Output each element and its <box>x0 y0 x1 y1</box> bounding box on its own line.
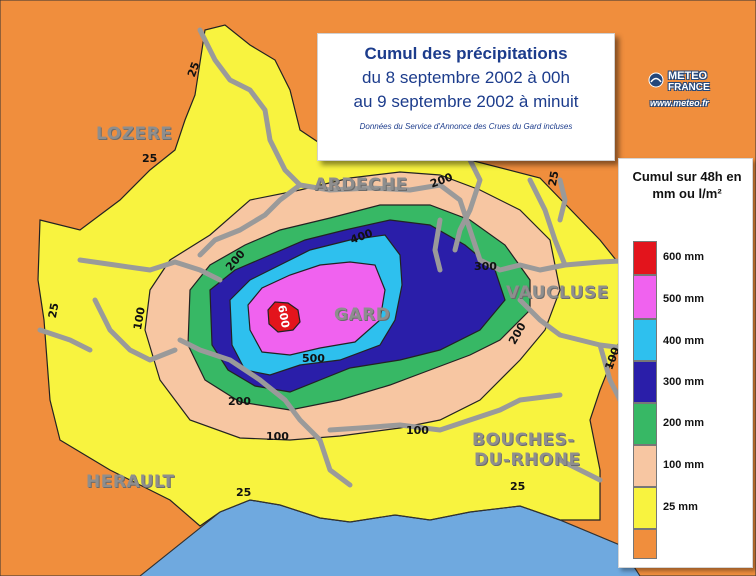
title-source-note: Données du Service d'Annonce des Crues d… <box>359 122 573 131</box>
meteo-france-logo-icon <box>648 72 664 88</box>
isohyet-label-500: 500 <box>302 352 325 365</box>
isohyet-label-100: 100 <box>406 424 429 437</box>
legend-swatch-500mm <box>633 275 657 319</box>
meteo-france-brand: METEO FRANCE www.meteo.fr <box>648 70 748 116</box>
legend-label-400mm: 400 mm <box>663 335 704 347</box>
coastline <box>139 499 641 576</box>
legend-swatch-300mm <box>633 361 657 403</box>
band-600mm <box>267 301 301 333</box>
isohyet-label-200: 200 <box>228 395 251 408</box>
isohyet-label-25: 25 <box>545 169 562 188</box>
title-box: Cumul des précipitations du 8 septembre … <box>317 33 615 161</box>
legend-label-200mm: 200 mm <box>663 417 704 429</box>
isohyet-label-25: 25 <box>45 301 62 320</box>
title-date-start: du 8 septembre 2002 à 00h <box>362 68 570 87</box>
legend-swatch-25mm <box>633 487 657 529</box>
dept-label-herault: HERAULT <box>86 472 175 492</box>
legend-label-300mm: 300 mm <box>663 376 704 388</box>
legend-label-25mm: 25 mm <box>663 501 698 513</box>
dept-label-ardeche: ARDECHE <box>314 175 408 195</box>
brand-url: www.meteo.fr <box>650 98 709 108</box>
isohyet-label-25: 25 <box>510 480 526 493</box>
title-date-end: au 9 septembre 2002 à minuit <box>353 92 579 111</box>
legend-swatch-600mm <box>633 241 657 275</box>
legend-label-600mm: 600 mm <box>663 251 704 263</box>
dept-label-lozere: LOZERE <box>96 124 173 144</box>
legend-swatch-200mm <box>633 403 657 445</box>
department-borders <box>37 27 643 488</box>
title-main: Cumul des précipitations <box>364 44 568 63</box>
isohyet-label-300: 300 <box>474 260 497 273</box>
legend-swatch-400mm <box>633 319 657 361</box>
legend: Cumul sur 48h en mm ou l/m² 600 mm 500 m… <box>618 158 753 568</box>
brand-name-line2: FRANCE <box>668 82 710 93</box>
legend-swatch-100mm <box>633 445 657 487</box>
dept-label-du-rhone: DU-RHONE <box>474 450 581 470</box>
legend-swatch-under-25mm <box>633 529 657 559</box>
brand-name-line1: METEO <box>668 70 708 82</box>
legend-title: Cumul sur 48h en mm ou l/m² <box>632 169 742 201</box>
dept-label-gard: GARD <box>334 305 391 325</box>
dept-label-vaucluse: VAUCLUSE <box>506 283 609 303</box>
isohyet-label-25: 25 <box>236 486 252 499</box>
dept-label-bouches: BOUCHES- <box>472 430 575 450</box>
legend-label-100mm: 100 mm <box>663 459 704 471</box>
isohyet-label-25: 25 <box>142 152 158 165</box>
isohyet-label-100: 100 <box>266 430 289 443</box>
legend-label-500mm: 500 mm <box>663 293 704 305</box>
